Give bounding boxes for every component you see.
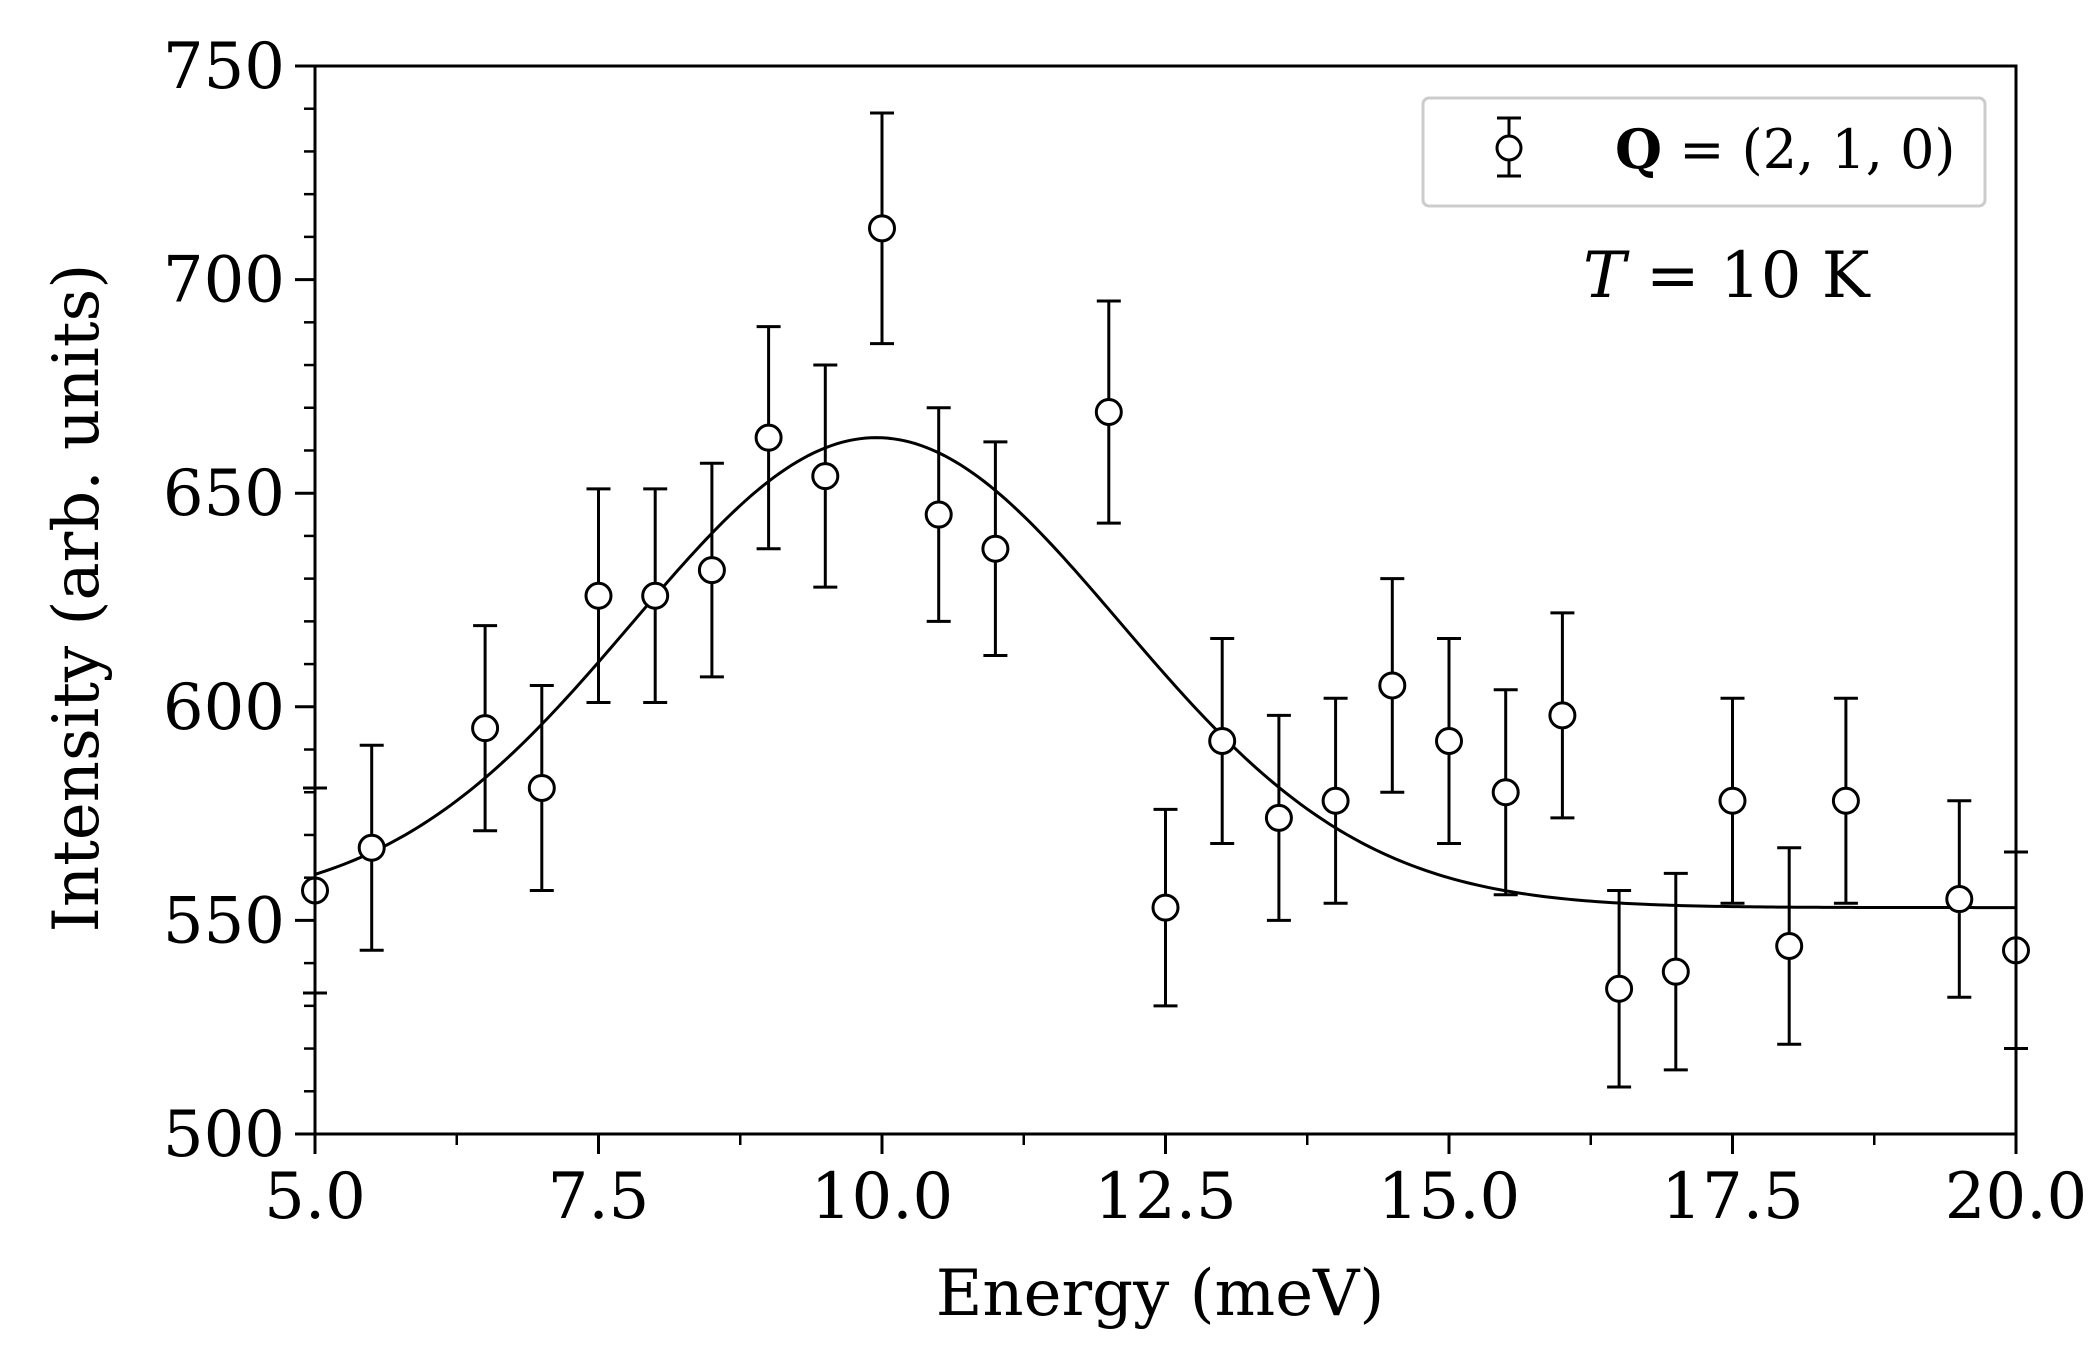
data-marker [697,556,726,585]
data-marker [1831,786,1860,815]
data-marker [527,773,556,802]
axes: 5.0 7.5 10.0 12.5 15.0 17.5 20.0 500 550 600 650 70… [163,30,2087,1234]
data-marker [1151,893,1180,922]
data-point [811,363,840,589]
data-point [1378,577,1407,794]
data-marker [1378,671,1407,700]
data-point [641,487,670,705]
data-point [1151,807,1180,1008]
temperature-annotation: T = 10 K [1583,239,1871,313]
data-point [1094,299,1123,525]
y-axis-label: Intensity (arb. units) [40,264,114,933]
data-marker [641,581,670,610]
y-tick-label: 700 [163,244,285,318]
y-tick-label: 650 [163,457,285,531]
data-point [1831,696,1860,905]
data-point [584,487,613,705]
data-point [357,743,386,952]
data-point [527,683,556,892]
data-point [1718,696,1747,905]
x-tick-label: 5.0 [264,1160,366,1234]
data-marker [811,462,840,491]
data-marker [1208,726,1237,755]
data-marker [357,833,386,862]
x-tick-label: 15.0 [1378,1160,1521,1234]
data-point [924,406,953,623]
data-point [1321,696,1350,905]
data-marker [868,214,896,243]
x-tick-label: 17.5 [1661,1160,1804,1234]
data-marker [1548,701,1577,730]
legend-marker [1495,116,1523,178]
y-tick-label: 550 [163,884,285,958]
data-point [754,325,783,551]
data-marker [1435,726,1463,755]
data-point [1264,713,1293,922]
data-point [1945,799,1974,999]
legend-label: Q = (2, 1, 0) [1615,117,1956,181]
data-marker [1605,974,1634,1003]
x-tick-label: 20.0 [1945,1160,2088,1234]
data-point [1208,636,1237,846]
x-axis-label: Energy (meV) [936,1257,1385,1331]
data-marker [1661,957,1690,986]
data-marker [1321,786,1350,815]
data-marker [1775,932,1804,961]
data-point [1605,888,1634,1089]
data-marker [584,581,613,610]
data-marker [924,500,953,529]
temperature-value: = 10 K [1626,239,1871,313]
y-tick-label: 600 [163,671,285,745]
data-marker [1491,778,1520,807]
data-marker [981,534,1010,563]
data-marker [754,423,783,452]
data-point [981,440,1010,658]
data-marker [1945,885,1974,914]
data-marker [471,714,500,743]
legend: Q = (2, 1, 0) [1421,96,1987,208]
temperature-symbol: T [1583,239,1630,313]
x-tick-label: 10.0 [811,1160,954,1234]
y-tick-label: 750 [163,30,285,104]
data-point [1775,846,1804,1046]
data-marker [1094,398,1123,427]
legend-label-rest: = (2, 1, 0) [1662,118,1955,181]
y-tick-label: 500 [163,1098,285,1172]
data-marker [1264,803,1293,832]
data-point [1661,871,1690,1072]
data-point [1435,636,1463,846]
data-points-layer [301,111,2030,1089]
data-point [868,111,896,346]
data-point [1491,688,1520,897]
data-point [697,461,726,679]
data-point [1548,611,1577,820]
data-marker [1718,786,1747,815]
data-point [471,624,500,833]
legend-frame [1421,96,1987,208]
legend-label-bold: Q [1615,117,1662,181]
x-tick-label: 12.5 [1094,1160,1237,1234]
x-tick-label: 7.5 [548,1160,650,1234]
